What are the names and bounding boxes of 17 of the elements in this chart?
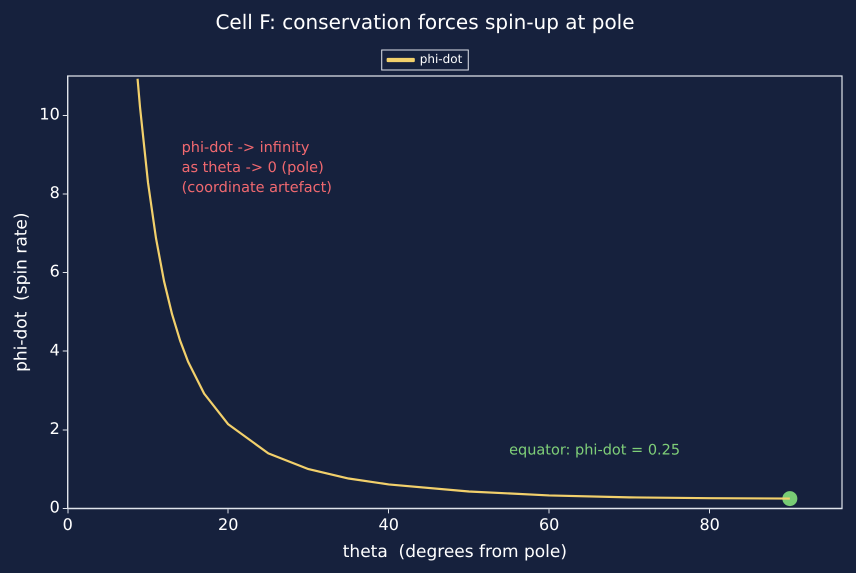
y-tick-label: 10 xyxy=(39,104,60,124)
y-tick-label: 0 xyxy=(50,498,60,517)
y-axis-title: phi-dot (spin rate) xyxy=(12,212,32,372)
legend-label: phi-dot xyxy=(420,52,463,66)
y-tick-label: 8 xyxy=(50,183,60,202)
x-tick-label: 40 xyxy=(378,515,399,534)
chart-title: Cell F: conservation forces spin-up at pole xyxy=(215,10,635,34)
y-tick-label: 6 xyxy=(50,262,60,281)
annotation: equator: phi-dot = 0.25 xyxy=(509,442,680,459)
x-tick-label: 20 xyxy=(218,515,238,534)
x-tick-label: 0 xyxy=(62,515,73,534)
annotation: phi-dot -> infinity as theta -> 0 (pole) (coordinate artefact) xyxy=(182,140,332,196)
y-tick-label: 2 xyxy=(50,418,60,438)
x-tick-label: 80 xyxy=(699,515,720,534)
x-tick-label: 60 xyxy=(538,515,560,534)
y-tick-label: 4 xyxy=(50,340,60,360)
x-axis-title: theta (degrees from pole) xyxy=(342,542,567,562)
